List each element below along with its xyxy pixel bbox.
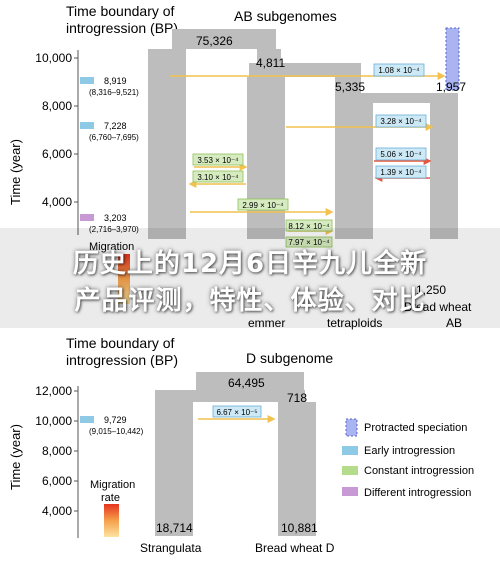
top-subgenome-title: AB subgenomes: [234, 8, 337, 24]
bottom-y-tick-label: 10,000: [35, 414, 72, 428]
headline-text: 历史上的12月6日辛九儿全新 产品评测，特性、体验、对比: [0, 246, 500, 320]
bottom-legend-title-line1: Time boundary of: [66, 335, 175, 351]
node-label: 718: [287, 391, 307, 405]
top-y-tick-label: 8,000: [42, 99, 72, 113]
tip-count: 10,881: [281, 521, 318, 535]
legend-label: Early introgression: [364, 445, 455, 457]
boundary-range: (6,760–7,695): [89, 133, 139, 142]
rate-label: 7.97 × 10⁻⁴: [288, 238, 330, 247]
top-y-ticks: 10,000 8,000 6,000 4,000: [35, 51, 78, 209]
bottom-y-tick-label: 12,000: [35, 384, 72, 398]
bottom-introgression-arrow: 6.67 × 10⁻⁵: [198, 405, 276, 423]
top-legend-title-line2: introgression (BP): [66, 20, 178, 36]
top-legend-title-line1: Time boundary of: [66, 3, 175, 19]
bottom-y-axis-label: Time (year): [8, 424, 23, 490]
legend-label: Constant introgression: [364, 465, 474, 477]
introgression-legend: Protracted speciation Early introgressio…: [342, 418, 474, 499]
boundary-marker-different: [80, 214, 94, 221]
top-migration-rate-bar: [118, 254, 130, 304]
boundary-value: 3,203: [104, 213, 127, 223]
boundary-range: (9,015–10,442): [89, 427, 144, 436]
tip-label-partial: tetraploids: [327, 316, 382, 330]
legend-swatch-different: [342, 487, 358, 496]
bottom-y-tick-label: 6,000: [42, 474, 72, 488]
boundary-value: 7,228: [104, 121, 127, 131]
rate-label: 1.39 × 10⁻⁴: [380, 168, 422, 177]
migration-rate-colorbar: [104, 504, 119, 537]
tip-count: 18,714: [156, 521, 193, 535]
legend-label: Different introgression: [364, 487, 471, 499]
rate-label: 5.06 × 10⁻⁴: [380, 150, 422, 159]
boundary-marker-early: [80, 77, 94, 84]
node-label: 75,326: [196, 34, 233, 48]
bottom-legend-title-line2: introgression (BP): [66, 352, 178, 368]
migration-rate-label-line2: rate: [101, 492, 120, 504]
tip-label-partial: emmer: [248, 316, 285, 330]
legend-swatch-early: [342, 446, 358, 455]
rate-label: 6.67 × 10⁻⁵: [216, 408, 257, 417]
top-y-tick-label: 10,000: [35, 51, 72, 65]
headline-banner: [0, 228, 500, 328]
legend-swatch-protracted: [345, 418, 358, 437]
bottom-y-tick-label: 8,000: [42, 444, 72, 458]
top-tree-branches: [148, 29, 458, 239]
tip-name: Bread wheat D: [255, 541, 335, 555]
rate-label: 8.12 × 10⁻⁴: [288, 222, 330, 231]
migration-rate-label-line1: Migration: [90, 479, 135, 491]
node-label: 64,495: [228, 376, 265, 390]
bottom-subgenome-title: D subgenome: [246, 350, 333, 366]
boundary-range: (8,316–9,521): [89, 88, 139, 97]
bottom-y-tick-label: 4,000: [42, 504, 72, 518]
node-label: 1,250: [416, 283, 446, 297]
rate-label: 3.10 × 10⁻⁴: [197, 173, 239, 182]
rate-label: 3.53 × 10⁻⁴: [197, 156, 239, 165]
node-label: 5,335: [335, 80, 365, 94]
top-y-tick-label: 4,000: [42, 195, 72, 209]
node-label: 1,957: [436, 80, 466, 94]
rate-label: 2.99 × 10⁻⁴: [242, 201, 284, 210]
legend-swatch-constant: [342, 466, 358, 475]
bottom-tree-branches: [155, 372, 316, 536]
boundary-value: 8,919: [104, 76, 127, 86]
tip-label-partial: Bread wheat: [404, 300, 472, 314]
migration-label-partial: Migration: [89, 241, 134, 253]
top-y-tick-label: 6,000: [42, 147, 72, 161]
boundary-range: (2,716–3,970): [89, 225, 139, 234]
headline-line-2: 产品评测，特性、体验、对比: [74, 286, 426, 316]
headline-line-1: 历史上的12月6日辛九儿全新: [72, 249, 428, 279]
protracted-speciation-bar: [445, 27, 460, 91]
tip-name: Strangulata: [140, 541, 202, 555]
boundary-marker-early: [80, 122, 94, 129]
top-introgression-arrows: 1.08 × 10⁻⁴ 3.28 × 10⁻⁴ 3.53 × 10⁻⁴ 5.06…: [170, 63, 446, 248]
legend-label: Protracted speciation: [364, 422, 467, 434]
tip-label-partial: AB: [446, 316, 462, 330]
rate-label: 1.08 × 10⁻⁴: [378, 66, 420, 75]
top-y-axis-label: Time (year): [8, 139, 23, 205]
rate-label: 3.28 × 10⁻⁴: [380, 117, 422, 126]
boundary-marker-early: [80, 416, 94, 423]
boundary-value: 9,729: [104, 415, 127, 425]
node-label: 4,811: [256, 56, 285, 70]
bottom-y-ticks: 12,000 10,000 8,000 6,000 4,000: [35, 384, 78, 518]
